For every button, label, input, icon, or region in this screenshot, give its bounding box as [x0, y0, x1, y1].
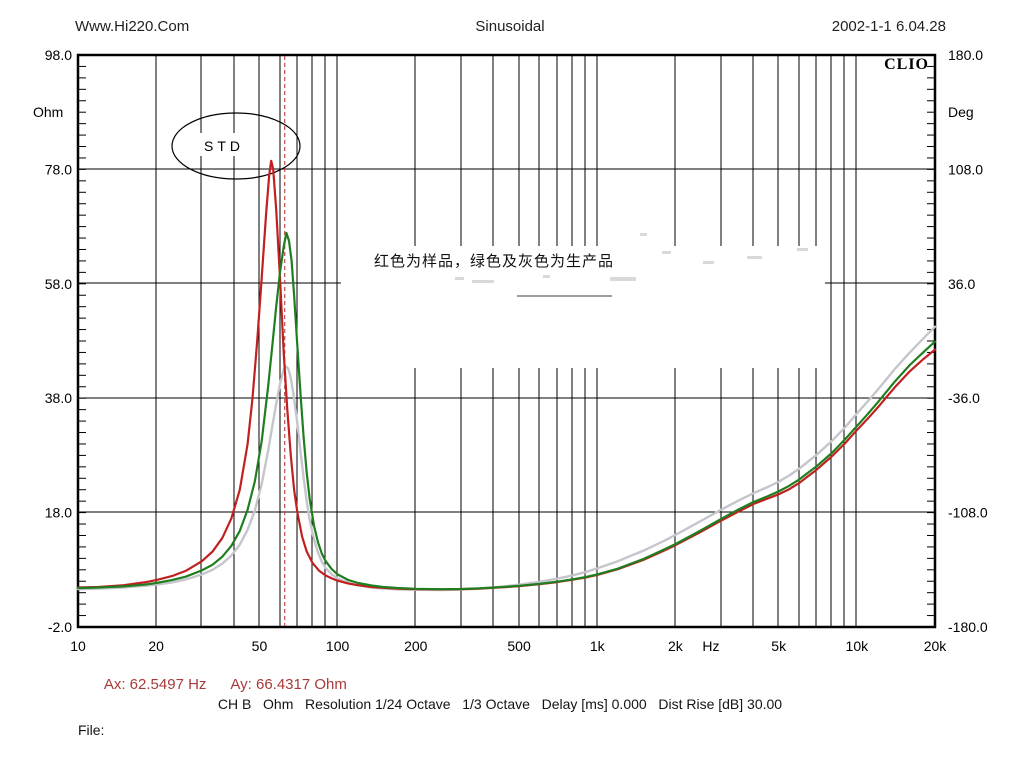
svg-text:2k: 2k: [668, 638, 684, 654]
svg-text:-2.0: -2.0: [48, 619, 72, 635]
svg-text:18.0: 18.0: [45, 505, 72, 521]
svg-text:-180.0: -180.0: [948, 619, 988, 635]
svg-text:78.0: 78.0: [45, 161, 72, 177]
annotation-note-cn: 红色为样品，绿色及灰色为生产品: [374, 253, 615, 270]
svg-text:1k: 1k: [590, 638, 606, 654]
svg-text:5k: 5k: [771, 638, 787, 654]
cursor-ay-value: Ay: 66.4317 Ohm: [230, 676, 347, 693]
svg-text:100: 100: [326, 638, 350, 654]
clio-logo: CLIO: [884, 56, 929, 73]
svg-text:STD: STD: [204, 138, 244, 154]
measurement-status-line: CH B Ohm Resolution 1/24 Octave 1/3 Octa…: [217, 696, 783, 712]
svg-text:Deg: Deg: [948, 104, 974, 120]
cursor-ax-value: Ax: 62.5497 Hz: [103, 676, 207, 693]
svg-text:200: 200: [404, 638, 428, 654]
measurement-type: Sinusoidal: [475, 18, 545, 35]
curve-production-green: [76, 231, 937, 591]
svg-text:Hz: Hz: [702, 638, 719, 654]
curve-sample-red: [76, 159, 937, 591]
site-watermark: Www.Hi220.Com: [75, 18, 190, 35]
svg-text:20k: 20k: [924, 638, 948, 654]
svg-text:-36.0: -36.0: [948, 390, 980, 406]
timestamp: 2002-1-1 6.04.28: [831, 18, 946, 35]
svg-text:20: 20: [148, 638, 164, 654]
svg-text:10k: 10k: [846, 638, 870, 654]
svg-text:108.0: 108.0: [948, 161, 983, 177]
svg-text:98.0: 98.0: [45, 47, 72, 63]
svg-text:36.0: 36.0: [948, 276, 975, 292]
file-label: File:: [78, 722, 105, 738]
svg-text:-108.0: -108.0: [948, 505, 988, 521]
svg-text:50: 50: [252, 638, 268, 654]
svg-text:Ohm: Ohm: [33, 104, 63, 120]
svg-text:500: 500: [507, 638, 531, 654]
cursor-readout: Ax: 62.5497 Hz Ay: 66.4317 Ohm: [88, 659, 371, 710]
svg-text:180.0: 180.0: [948, 47, 983, 63]
svg-text:58.0: 58.0: [45, 276, 72, 292]
svg-text:38.0: 38.0: [45, 390, 72, 406]
svg-text:10: 10: [70, 638, 86, 654]
